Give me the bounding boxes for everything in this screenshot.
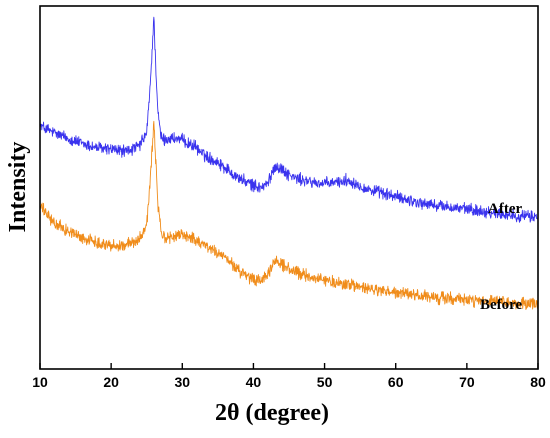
x-tick-label: 40 <box>246 374 262 390</box>
x-tick-label: 20 <box>103 374 119 390</box>
x-tick-label: 50 <box>317 374 333 390</box>
series-line-after <box>39 16 539 223</box>
series-label-before: Before <box>480 297 523 313</box>
series-group <box>39 16 539 310</box>
x-axis-title: 2θ (degree) <box>215 400 329 426</box>
x-tick-label: 30 <box>174 374 190 390</box>
x-tick-label: 80 <box>530 374 546 390</box>
x-tick-label: 10 <box>32 374 48 390</box>
x-tick-label: 60 <box>388 374 404 390</box>
x-tick-label: 70 <box>459 374 475 390</box>
plot-frame <box>39 5 539 370</box>
y-axis-title: Intensity <box>5 142 31 233</box>
series-line-before <box>39 120 539 310</box>
series-label-after: After <box>488 201 522 217</box>
x-axis-ticks: 10 20 30 40 50 60 70 80 <box>32 363 546 390</box>
